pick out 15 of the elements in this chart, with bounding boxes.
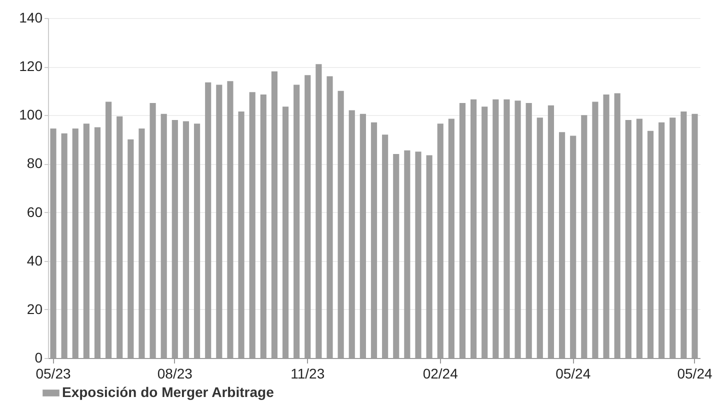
x-tick-label: 05/24 xyxy=(556,366,591,382)
x-tick-label: 02/24 xyxy=(422,366,458,382)
y-tick-label: 80 xyxy=(26,155,43,172)
legend-label: Exposición do Merger Arbitrage xyxy=(62,384,274,400)
y-tick-label: 140 xyxy=(19,10,43,26)
y-tick-label: 100 xyxy=(19,106,43,123)
y-tick-label: 120 xyxy=(19,58,43,74)
y-tick-label: 40 xyxy=(26,252,43,268)
x-tick-label: 05/24 xyxy=(677,366,712,382)
y-tick-label: 60 xyxy=(26,204,43,220)
x-tick-label: 08/23 xyxy=(157,366,193,382)
y-tick-label: 20 xyxy=(26,300,43,317)
x-tick-label: 05/23 xyxy=(36,366,71,382)
x-tick-label: 11/23 xyxy=(290,366,325,382)
y-tick-label: 0 xyxy=(34,350,43,366)
